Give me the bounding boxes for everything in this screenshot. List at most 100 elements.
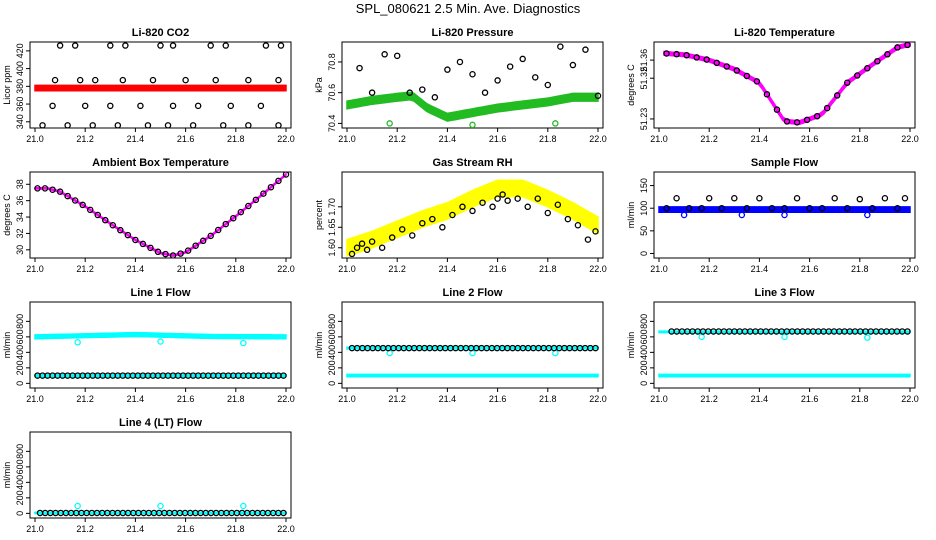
y-tick-label: 50	[639, 226, 649, 236]
x-tick-label: 21.8	[227, 394, 245, 404]
data-point	[262, 42, 270, 49]
data-point	[91, 76, 99, 84]
chart-title: Line 2 Flow	[443, 287, 503, 299]
data-point	[844, 204, 851, 212]
data-point	[56, 188, 64, 195]
chart-title: Line 4 (LT) Flow	[119, 417, 202, 429]
data-point	[743, 204, 751, 212]
data-point	[469, 207, 476, 215]
chart-title: Line 3 Flow	[755, 287, 815, 299]
page-title: SPL_080621 2.5 Min. Ave. Diagnostics	[355, 1, 581, 16]
x-tick-label: 21.8	[851, 264, 869, 274]
y-tick-label: 0	[327, 381, 337, 386]
data-point	[164, 122, 172, 128]
x-tick-label: 21.6	[177, 264, 195, 274]
x-tick-label: 21.0	[338, 134, 356, 144]
data-point	[122, 42, 129, 49]
x-tick-label: 21.6	[177, 394, 195, 404]
y-tick-label: 200	[15, 360, 25, 375]
x-tick-label: 21.0	[338, 394, 356, 404]
data-point	[554, 201, 562, 209]
x-tick-label: 21.2	[76, 264, 94, 274]
data-point	[71, 42, 79, 49]
data-point	[245, 202, 252, 210]
x-tick-label: 21.6	[177, 524, 195, 534]
x-tick-label: 21.2	[76, 394, 94, 404]
data-point	[49, 102, 56, 110]
data-point	[144, 122, 152, 128]
data-point	[41, 185, 49, 192]
data-point	[881, 195, 889, 202]
data-point	[489, 203, 496, 211]
data-point	[592, 344, 599, 352]
y-tick-label: 70.6	[327, 84, 337, 102]
data-point	[459, 203, 466, 211]
data-point	[348, 250, 356, 258]
data-band	[34, 84, 287, 92]
x-tick-label: 21.2	[388, 134, 406, 144]
x-tick-label: 22.0	[901, 394, 919, 404]
data-point	[673, 50, 680, 58]
y-tick-label: 340	[15, 114, 25, 129]
data-point	[552, 349, 559, 357]
data-point	[230, 214, 237, 222]
x-tick-label: 21.4	[127, 264, 145, 274]
data-point	[673, 195, 680, 202]
data-point	[429, 215, 436, 223]
data-point	[806, 204, 813, 212]
data-point	[574, 221, 582, 229]
data-point	[773, 106, 781, 113]
data-point	[444, 66, 451, 73]
data-point	[833, 92, 841, 99]
plot-frame	[29, 301, 292, 389]
plot-area	[658, 328, 911, 378]
data-point	[137, 102, 144, 110]
data-point	[524, 203, 531, 211]
data-point	[698, 204, 705, 212]
chart-title: Li-820 Temperature	[734, 27, 835, 39]
y-tick-label: 0	[639, 381, 649, 386]
plot-area	[658, 195, 911, 219]
data-point	[64, 192, 71, 200]
data-point	[768, 204, 776, 212]
data-point	[904, 328, 911, 335]
x-tick-label: 21.4	[439, 264, 457, 274]
y-axis-label: ml/min	[626, 332, 636, 359]
y-axis-label: kPa	[314, 77, 324, 93]
data-point	[49, 186, 56, 193]
y-tick-label: 200	[15, 490, 25, 505]
data-point	[494, 195, 501, 202]
data-point	[499, 191, 506, 198]
x-tick-label: 21.0	[650, 264, 668, 274]
x-tick-label: 22.0	[901, 134, 919, 144]
data-point	[544, 209, 552, 217]
data-point	[368, 89, 376, 96]
data-point	[192, 242, 199, 249]
data-point	[680, 211, 688, 219]
chart-panel: Sample Flow 21.0 21.2 21.4 21.6 21.8 22.0 0 50 10…	[626, 157, 919, 274]
plot-frame	[653, 301, 916, 389]
y-tick-label: 150	[639, 178, 649, 193]
data-point	[793, 119, 801, 126]
x-tick-label: 21.2	[76, 524, 94, 534]
y-axis-label: ml/min	[314, 332, 324, 359]
data-point	[469, 71, 476, 78]
y-axis-label: percent	[314, 199, 324, 230]
plot-frame	[341, 171, 604, 259]
data-point	[582, 46, 589, 53]
x-tick-label: 21.0	[338, 264, 356, 274]
y-tick-label: 800	[327, 314, 337, 329]
data-point	[257, 102, 265, 110]
data-point	[693, 54, 700, 61]
data-point	[713, 59, 720, 67]
chart-title: Li-820 CO2	[132, 27, 189, 39]
y-tick-label: 600	[15, 329, 25, 344]
y-tick-label: 100	[639, 201, 649, 216]
data-point	[481, 89, 489, 96]
y-tick-label: 0	[639, 251, 649, 256]
data-point	[569, 61, 577, 69]
y-tick-label: 400	[327, 345, 337, 360]
x-tick-label: 22.0	[589, 264, 607, 274]
x-tick-label: 21.6	[801, 394, 819, 404]
data-point	[139, 240, 147, 248]
